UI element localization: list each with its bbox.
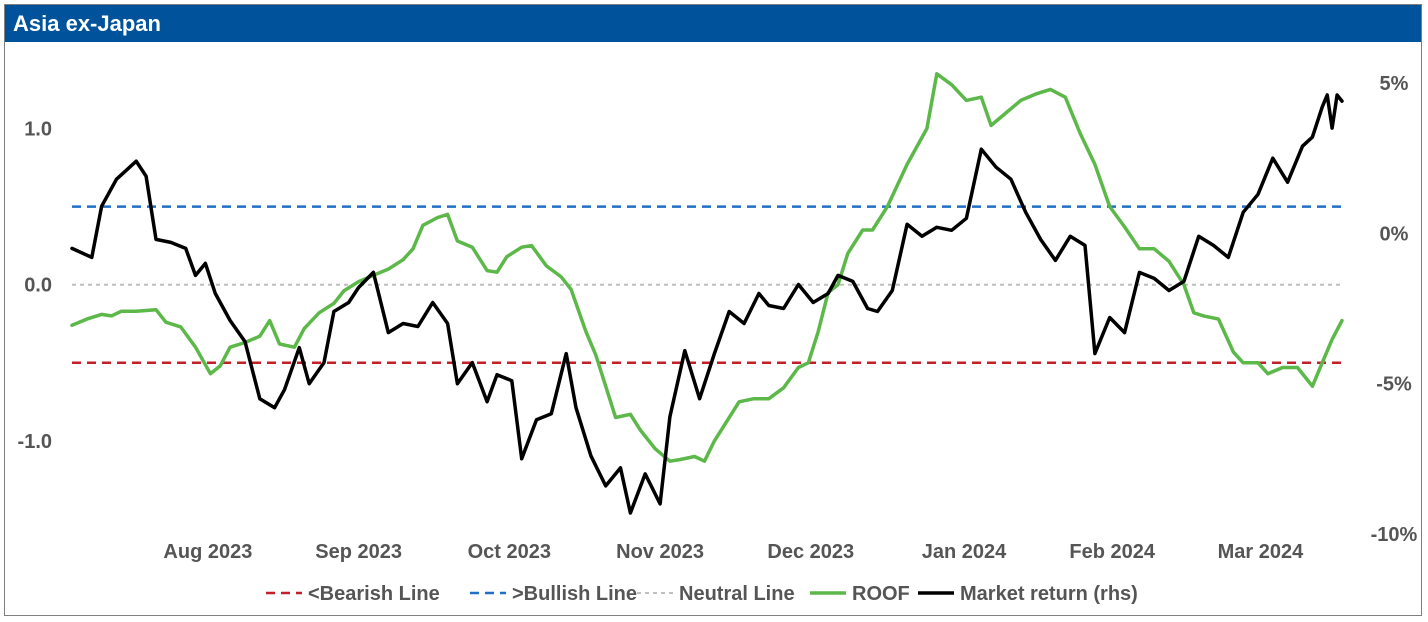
x-tick-label: Aug 2023 xyxy=(163,541,252,563)
chart-title: Asia ex-Japan xyxy=(5,5,1421,42)
x-tick-label: Nov 2023 xyxy=(616,541,704,563)
x-tick-label: Dec 2023 xyxy=(767,541,854,563)
x-tick-label: Oct 2023 xyxy=(468,541,551,563)
x-tick-label: Jan 2024 xyxy=(922,541,1007,563)
x-tick-label: Sep 2023 xyxy=(315,541,402,563)
legend-label: <Bearish Line xyxy=(308,583,440,605)
y-left-tick-label: 1.0 xyxy=(24,118,52,140)
legend-label: ROOF xyxy=(852,583,910,605)
chart-frame: Asia ex-Japan xyxy=(4,4,1422,616)
y-right-tick-label: -10% xyxy=(1371,524,1418,546)
legend-label: Neutral Line xyxy=(679,583,795,605)
legend-label: >Bullish Line xyxy=(512,583,637,605)
y-right-tick-label: -5% xyxy=(1376,374,1412,396)
legend-label: Market return (rhs) xyxy=(960,583,1138,605)
y-left-tick-label: 0.0 xyxy=(24,275,52,297)
roof-line xyxy=(70,72,1344,463)
x-tick-label: Feb 2024 xyxy=(1069,541,1155,563)
y-right-tick-label: 5% xyxy=(1380,73,1409,95)
y-left-tick-label: -1.0 xyxy=(18,431,52,453)
x-tick-label: Mar 2024 xyxy=(1218,541,1304,563)
market-return-line xyxy=(70,93,1344,515)
y-right-tick-label: 0% xyxy=(1380,223,1409,245)
